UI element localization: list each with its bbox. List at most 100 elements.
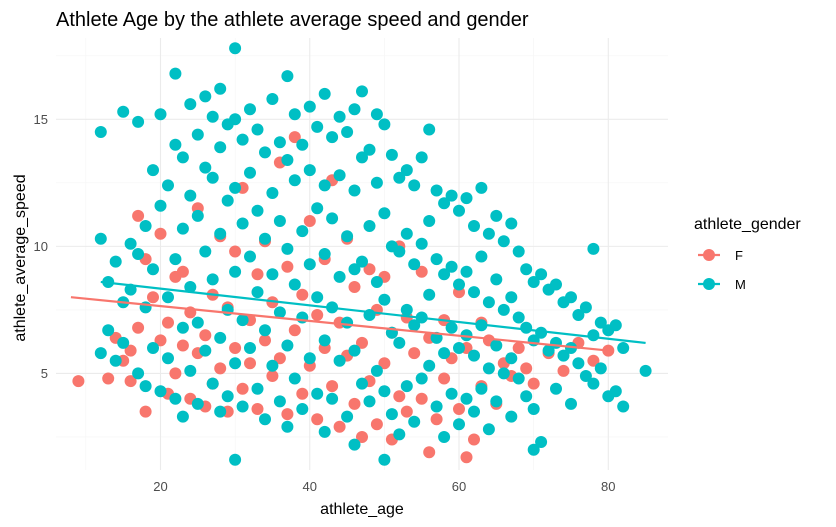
data-point-M <box>169 138 182 151</box>
data-point-M <box>288 372 301 385</box>
data-point-F <box>281 408 294 421</box>
data-point-M <box>408 415 421 428</box>
data-point-F <box>229 245 242 258</box>
data-point-M <box>385 408 398 421</box>
data-point-M <box>259 232 271 245</box>
data-point-F <box>363 263 376 276</box>
data-point-F <box>311 413 324 426</box>
data-point-M <box>423 215 436 227</box>
data-point-M <box>445 387 458 400</box>
data-point-M <box>311 120 324 133</box>
data-point-M <box>490 273 503 286</box>
data-point-M <box>527 443 540 456</box>
data-point-F <box>266 370 279 382</box>
data-point-M <box>609 385 622 398</box>
data-point-M <box>497 303 510 316</box>
data-point-M <box>94 126 107 138</box>
data-point-M <box>520 263 533 276</box>
y-tick-label: 5 <box>41 366 48 381</box>
trend-line-M <box>100 280 646 345</box>
data-point-M <box>512 311 525 324</box>
data-point-M <box>482 362 495 375</box>
data-point-M <box>281 420 294 433</box>
data-point-M <box>273 306 286 319</box>
data-point-M <box>572 309 585 321</box>
data-point-F <box>154 227 167 240</box>
data-point-M <box>535 268 548 281</box>
data-point-F <box>251 268 264 281</box>
data-point-F <box>602 344 615 357</box>
data-point-M <box>244 250 256 263</box>
data-point-F <box>288 324 301 337</box>
data-point-M <box>102 324 115 337</box>
data-point-M <box>94 232 107 245</box>
data-point-M <box>438 268 451 281</box>
data-point-F <box>527 377 540 390</box>
data-point-M <box>468 220 480 232</box>
data-point-M <box>214 82 227 95</box>
data-point-M <box>527 403 540 415</box>
data-point-M <box>296 138 309 151</box>
data-point-M <box>162 179 174 192</box>
data-point-M <box>326 131 339 144</box>
data-point-F <box>154 334 167 347</box>
data-point-M <box>94 347 107 360</box>
data-point-M <box>550 382 562 395</box>
data-point-M <box>176 410 189 423</box>
data-point-M <box>423 359 436 372</box>
data-points <box>72 42 652 466</box>
data-point-M <box>535 436 548 448</box>
series-M <box>94 42 652 466</box>
data-point-M <box>505 352 518 365</box>
data-point-M <box>453 418 465 431</box>
data-point-M <box>520 390 533 403</box>
data-point-M <box>423 288 436 301</box>
legend-title: athlete_gender <box>694 216 801 233</box>
data-point-M <box>221 194 234 207</box>
data-point-M <box>229 357 242 370</box>
data-point-M <box>378 293 391 306</box>
data-point-M <box>333 270 346 283</box>
data-point-M <box>475 250 488 263</box>
data-point-F <box>468 433 480 446</box>
data-point-F <box>244 357 256 370</box>
data-point-M <box>542 344 555 357</box>
y-tick-label: 10 <box>34 239 48 254</box>
data-point-M <box>348 438 361 451</box>
data-point-F <box>512 342 525 354</box>
data-point-M <box>617 400 630 413</box>
data-point-M <box>259 413 271 426</box>
data-point-M <box>385 148 398 161</box>
data-point-M <box>132 248 145 260</box>
data-point-M <box>550 336 562 349</box>
data-point-F <box>281 260 294 273</box>
data-point-M <box>490 339 503 352</box>
data-point-F <box>169 367 182 380</box>
data-point-M <box>572 357 585 370</box>
data-point-M <box>311 202 324 215</box>
data-point-M <box>415 151 428 164</box>
data-point-M <box>251 382 264 395</box>
data-point-F <box>348 397 361 410</box>
data-point-M <box>236 133 249 146</box>
data-point-M <box>408 319 421 332</box>
data-point-M <box>505 410 518 423</box>
x-tick-label: 60 <box>452 479 466 494</box>
data-point-M <box>363 395 376 408</box>
data-point-M <box>199 245 212 258</box>
data-point-M <box>453 278 465 291</box>
data-point-M <box>184 364 197 377</box>
data-point-M <box>579 370 592 382</box>
data-point-F <box>296 288 309 301</box>
data-point-F <box>356 431 368 443</box>
data-point-M <box>423 123 436 136</box>
data-point-M <box>587 242 600 255</box>
data-point-F <box>236 382 249 395</box>
data-point-M <box>565 342 577 354</box>
data-point-M <box>393 428 406 441</box>
data-point-M <box>281 70 294 83</box>
data-point-M <box>206 110 219 123</box>
data-point-M <box>370 364 383 377</box>
data-point-M <box>318 87 331 100</box>
data-point-F <box>139 405 152 418</box>
